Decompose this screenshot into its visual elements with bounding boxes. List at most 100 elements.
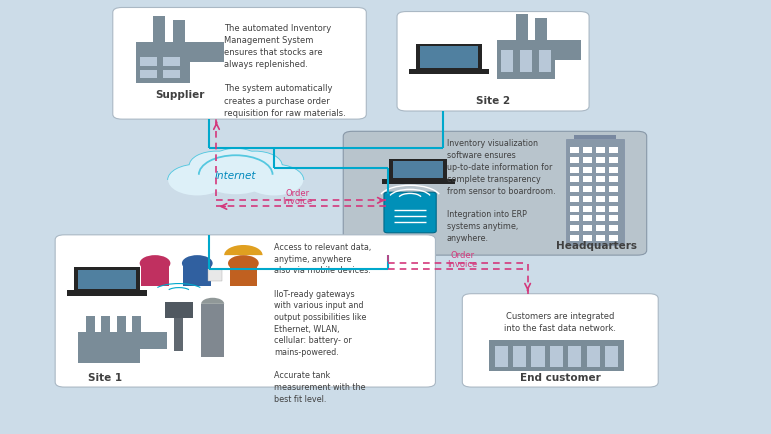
Polygon shape (78, 332, 167, 363)
Bar (539, 50, 551, 72)
FancyBboxPatch shape (343, 132, 647, 255)
Circle shape (199, 155, 273, 194)
Bar (609, 167, 618, 173)
Bar (609, 157, 618, 163)
Bar (500, 50, 513, 72)
Bar (165, 302, 193, 318)
Bar (583, 176, 592, 182)
Bar (140, 57, 157, 66)
Bar (609, 235, 618, 241)
Bar (570, 215, 579, 221)
Bar (153, 16, 165, 42)
Bar (490, 340, 624, 371)
Bar (159, 180, 312, 198)
Bar (609, 225, 618, 231)
Bar (516, 13, 527, 40)
Bar (66, 290, 147, 296)
FancyBboxPatch shape (397, 12, 589, 111)
Bar (163, 69, 180, 78)
Bar (520, 50, 532, 72)
Bar (570, 157, 579, 163)
Bar (132, 316, 141, 332)
Bar (570, 225, 579, 231)
Circle shape (228, 255, 259, 271)
Bar (566, 139, 624, 245)
Text: Inventory visualization
software ensures
up-to-date information for
complete tra: Inventory visualization software ensures… (447, 139, 556, 243)
Bar (583, 167, 592, 173)
Bar (141, 263, 169, 286)
Bar (140, 69, 157, 78)
Bar (420, 46, 478, 68)
FancyBboxPatch shape (56, 235, 436, 387)
Bar (609, 196, 618, 202)
Bar (382, 179, 455, 184)
Polygon shape (497, 40, 581, 79)
Circle shape (228, 151, 281, 180)
Bar (596, 147, 605, 153)
Text: Order: Order (450, 251, 474, 260)
Text: Order: Order (285, 189, 309, 198)
FancyBboxPatch shape (384, 192, 436, 233)
Bar (570, 147, 579, 153)
Bar (605, 346, 618, 367)
Bar (596, 176, 605, 182)
Bar (86, 316, 95, 332)
Bar (568, 346, 581, 367)
Bar (116, 316, 126, 332)
Polygon shape (136, 42, 224, 82)
Text: Site 2: Site 2 (476, 96, 510, 106)
Text: Internet: Internet (215, 171, 257, 181)
Bar (570, 206, 579, 212)
Bar (583, 196, 592, 202)
Circle shape (190, 151, 244, 180)
Bar (570, 186, 579, 192)
Bar (183, 263, 211, 286)
Bar (609, 206, 618, 212)
Bar (596, 157, 605, 163)
Circle shape (228, 151, 281, 180)
Bar (609, 147, 618, 153)
Bar (609, 215, 618, 221)
Bar (570, 196, 579, 202)
Text: Headquarters: Headquarters (556, 241, 638, 251)
Bar (609, 176, 618, 182)
Bar (174, 302, 183, 351)
Bar (535, 18, 547, 40)
Bar (389, 158, 447, 181)
Bar (596, 235, 605, 241)
Bar (494, 346, 507, 367)
Bar (587, 346, 600, 367)
Bar (416, 44, 482, 70)
Circle shape (211, 149, 261, 175)
Bar (583, 206, 592, 212)
Bar (596, 186, 605, 192)
Circle shape (245, 164, 303, 195)
Bar (574, 135, 616, 139)
Bar (596, 206, 605, 212)
Bar (596, 225, 605, 231)
Text: Site 1: Site 1 (88, 373, 122, 383)
Bar (609, 186, 618, 192)
Bar (409, 69, 490, 75)
Bar (583, 225, 592, 231)
Circle shape (199, 155, 273, 194)
Bar (570, 167, 579, 173)
Bar (570, 235, 579, 241)
Bar (101, 316, 110, 332)
Bar (393, 161, 443, 178)
Bar (583, 215, 592, 221)
Bar (570, 176, 579, 182)
Wedge shape (201, 298, 224, 304)
Bar (208, 269, 222, 281)
Circle shape (168, 164, 227, 195)
Bar (596, 196, 605, 202)
FancyBboxPatch shape (113, 7, 366, 119)
Wedge shape (224, 245, 263, 255)
Bar (583, 157, 592, 163)
Bar (583, 147, 592, 153)
Circle shape (245, 164, 303, 195)
Text: End customer: End customer (520, 373, 601, 383)
Bar (74, 267, 140, 292)
Text: Invoice: Invoice (282, 197, 312, 206)
Bar (163, 57, 180, 66)
